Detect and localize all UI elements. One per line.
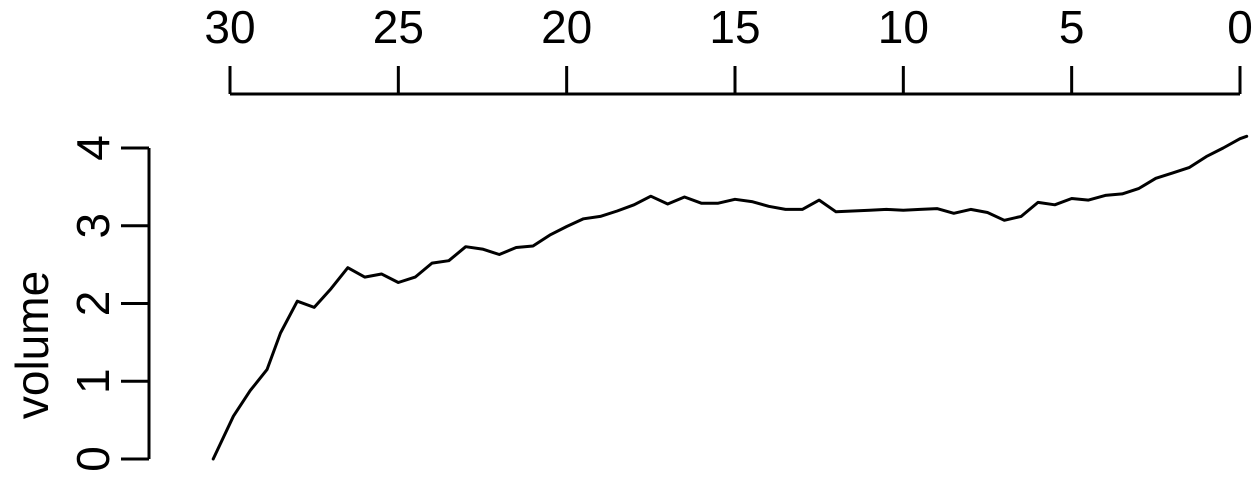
y-tick-label: 1 <box>67 368 119 394</box>
y-axis-left: 0 1 2 3 4 <box>67 135 151 472</box>
plot-area <box>211 134 1249 461</box>
volume-series-line <box>211 134 1249 461</box>
y-tick-label: 4 <box>67 135 119 161</box>
y-axis-label: volume <box>6 271 58 419</box>
x-tick-label: 0 <box>1227 1 1253 53</box>
x-tick-label: 20 <box>541 1 592 53</box>
y-tick-label: 0 <box>67 446 119 472</box>
y-tick-label: 3 <box>67 213 119 239</box>
x-tick-label: 5 <box>1059 1 1085 53</box>
y-tick-label: 2 <box>67 291 119 317</box>
x-tick-label: 25 <box>373 1 424 53</box>
x-tick-label: 15 <box>709 1 760 53</box>
x-axis-top: 30 25 20 15 10 5 0 <box>204 1 1253 96</box>
x-tick-label: 30 <box>204 1 255 53</box>
x-tick-label: 10 <box>878 1 929 53</box>
